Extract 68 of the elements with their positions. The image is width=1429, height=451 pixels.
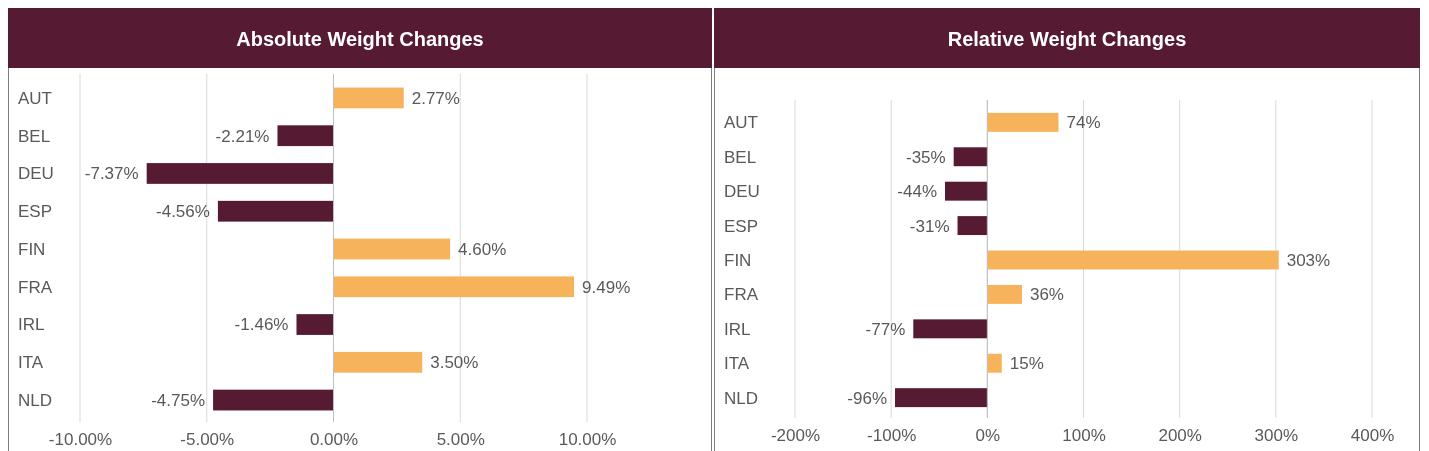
y-tick-label: AUT <box>18 88 52 108</box>
y-tick-label: DEU <box>724 182 760 202</box>
data-label: -35% <box>905 147 946 167</box>
data-label: 3.50% <box>430 353 479 373</box>
x-tick-label: 100% <box>1062 426 1106 446</box>
x-tick-label: 0.00% <box>309 430 359 450</box>
data-label: -2.21% <box>215 126 270 146</box>
x-tick-label: 200% <box>1158 426 1202 446</box>
data-label: -77% <box>865 319 906 339</box>
bar <box>957 216 988 236</box>
data-label: 36% <box>1029 285 1064 305</box>
bar <box>217 200 334 222</box>
data-label: 4.60% <box>458 239 507 259</box>
x-tick-label: 400% <box>1350 426 1395 446</box>
x-tick-label: 300% <box>1254 426 1299 446</box>
bar <box>333 276 575 298</box>
x-tick-label: 5.00% <box>436 430 485 450</box>
bar <box>333 351 423 373</box>
chart-title: Relative Weight Changes <box>947 28 1187 50</box>
x-tick-label: -10.00% <box>48 430 113 450</box>
bar <box>987 353 1002 373</box>
bar <box>895 388 988 408</box>
x-tick-label: -100% <box>867 426 917 446</box>
data-label: -4.56% <box>156 202 210 222</box>
bar <box>333 238 451 260</box>
data-label: 15% <box>1009 354 1044 374</box>
chart-title: Absolute Weight Changes <box>236 28 484 50</box>
y-tick-label: NLD <box>18 391 53 411</box>
x-tick-label: 10.00% <box>558 430 617 450</box>
y-tick-label: ESP <box>724 216 759 236</box>
data-label: -44% <box>897 182 938 202</box>
y-tick-label: ITA <box>724 354 750 374</box>
y-tick-label: BEL <box>724 147 757 167</box>
data-label: -1.46% <box>234 315 289 335</box>
data-label: 303% <box>1286 250 1331 270</box>
bar <box>953 147 988 167</box>
bar <box>146 163 334 184</box>
y-tick-label: ITA <box>18 353 44 373</box>
data-label: -4.75% <box>151 391 206 411</box>
x-tick-label: -5.00% <box>180 430 235 450</box>
y-tick-label: BEL <box>18 126 51 146</box>
data-label: 2.77% <box>411 88 460 108</box>
y-tick-label: IRL <box>724 319 751 339</box>
y-tick-label: AUT <box>724 113 758 133</box>
data-label: 9.49% <box>582 277 631 297</box>
y-tick-label: FIN <box>724 250 752 270</box>
data-label: -7.37% <box>84 164 139 184</box>
bar <box>913 319 988 339</box>
data-label: -31% <box>909 216 950 236</box>
y-tick-label: DEU <box>18 164 54 184</box>
y-tick-label: IRL <box>18 315 45 335</box>
bar <box>945 181 988 201</box>
y-tick-label: FRA <box>18 277 53 297</box>
x-tick-label: -200% <box>770 426 821 446</box>
bar <box>277 125 334 147</box>
data-label: 74% <box>1066 113 1101 133</box>
bar <box>296 314 334 335</box>
bar <box>987 284 1022 304</box>
bar <box>213 389 334 411</box>
data-label: -96% <box>847 388 888 408</box>
y-tick-label: NLD <box>724 388 759 408</box>
bar <box>333 87 404 109</box>
y-tick-label: FRA <box>724 285 759 305</box>
bar <box>987 112 1059 132</box>
bar <box>987 250 1279 270</box>
x-tick-label: 0% <box>975 426 1001 446</box>
y-tick-label: ESP <box>18 202 53 222</box>
y-tick-label: FIN <box>18 239 46 259</box>
